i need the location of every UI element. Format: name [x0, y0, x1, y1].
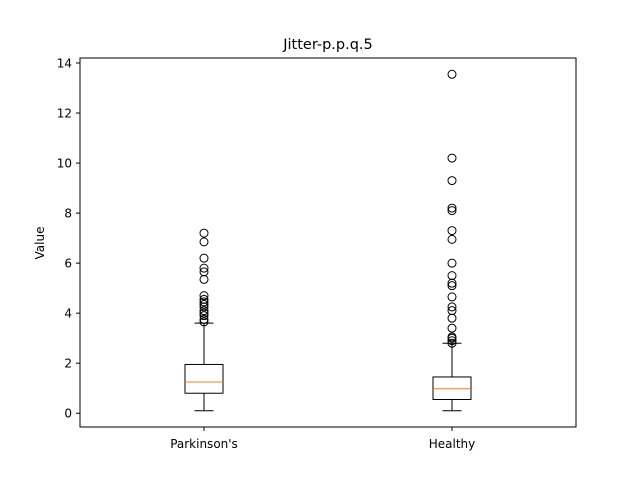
outlier-point — [199, 306, 209, 316]
plot-area — [184, 69, 472, 412]
box-0 — [184, 228, 224, 412]
outlier-point — [199, 274, 209, 284]
outlier-point — [199, 311, 209, 321]
outlier-point — [199, 253, 209, 263]
outlier-point — [199, 237, 209, 247]
outlier-point — [447, 153, 457, 163]
y-axis-label: Value — [33, 227, 47, 260]
outlier-point — [199, 299, 209, 309]
y-tick-label: 4 — [64, 307, 72, 321]
y-tick-label: 14 — [57, 57, 72, 71]
outlier-point — [199, 263, 209, 273]
outlier-point — [447, 176, 457, 186]
outlier-point — [447, 69, 457, 79]
y-tick-label: 2 — [64, 357, 72, 371]
outlier-point — [199, 267, 209, 277]
x-tick-label: Parkinson's — [170, 437, 238, 451]
outlier-point — [447, 234, 457, 244]
outlier-point — [199, 291, 209, 301]
outlier-point — [447, 203, 457, 213]
outlier-point — [447, 292, 457, 302]
outlier-point — [447, 258, 457, 268]
outlier-point — [447, 271, 457, 281]
outlier-point — [447, 323, 457, 333]
outlier-point — [447, 313, 457, 323]
box-1 — [432, 69, 472, 412]
outlier-point — [199, 294, 209, 304]
outlier-point — [199, 314, 209, 324]
y-tick-label: 10 — [57, 157, 72, 171]
outlier-point — [199, 297, 209, 307]
outlier-point — [447, 226, 457, 236]
y-tick-label: 0 — [64, 407, 72, 421]
iqr-box — [432, 376, 472, 400]
outlier-point — [199, 308, 209, 318]
y-tick-label: 12 — [57, 107, 72, 121]
outlier-point — [447, 332, 457, 342]
outlier-point — [447, 206, 457, 216]
outlier-point — [447, 302, 457, 312]
outlier-point — [199, 228, 209, 238]
outlier-point — [199, 317, 209, 327]
outlier-point — [447, 338, 457, 348]
chart-title: Jitter-p.p.q.5 — [282, 37, 373, 53]
iqr-box — [184, 363, 224, 394]
x-tick-label: Healthy — [429, 437, 476, 451]
y-tick-label: 8 — [64, 207, 72, 221]
outlier-point — [447, 281, 457, 291]
plot-frame — [79, 57, 577, 428]
outlier-point — [447, 306, 457, 316]
outlier-point — [447, 336, 457, 346]
y-tick-label: 6 — [64, 257, 72, 271]
